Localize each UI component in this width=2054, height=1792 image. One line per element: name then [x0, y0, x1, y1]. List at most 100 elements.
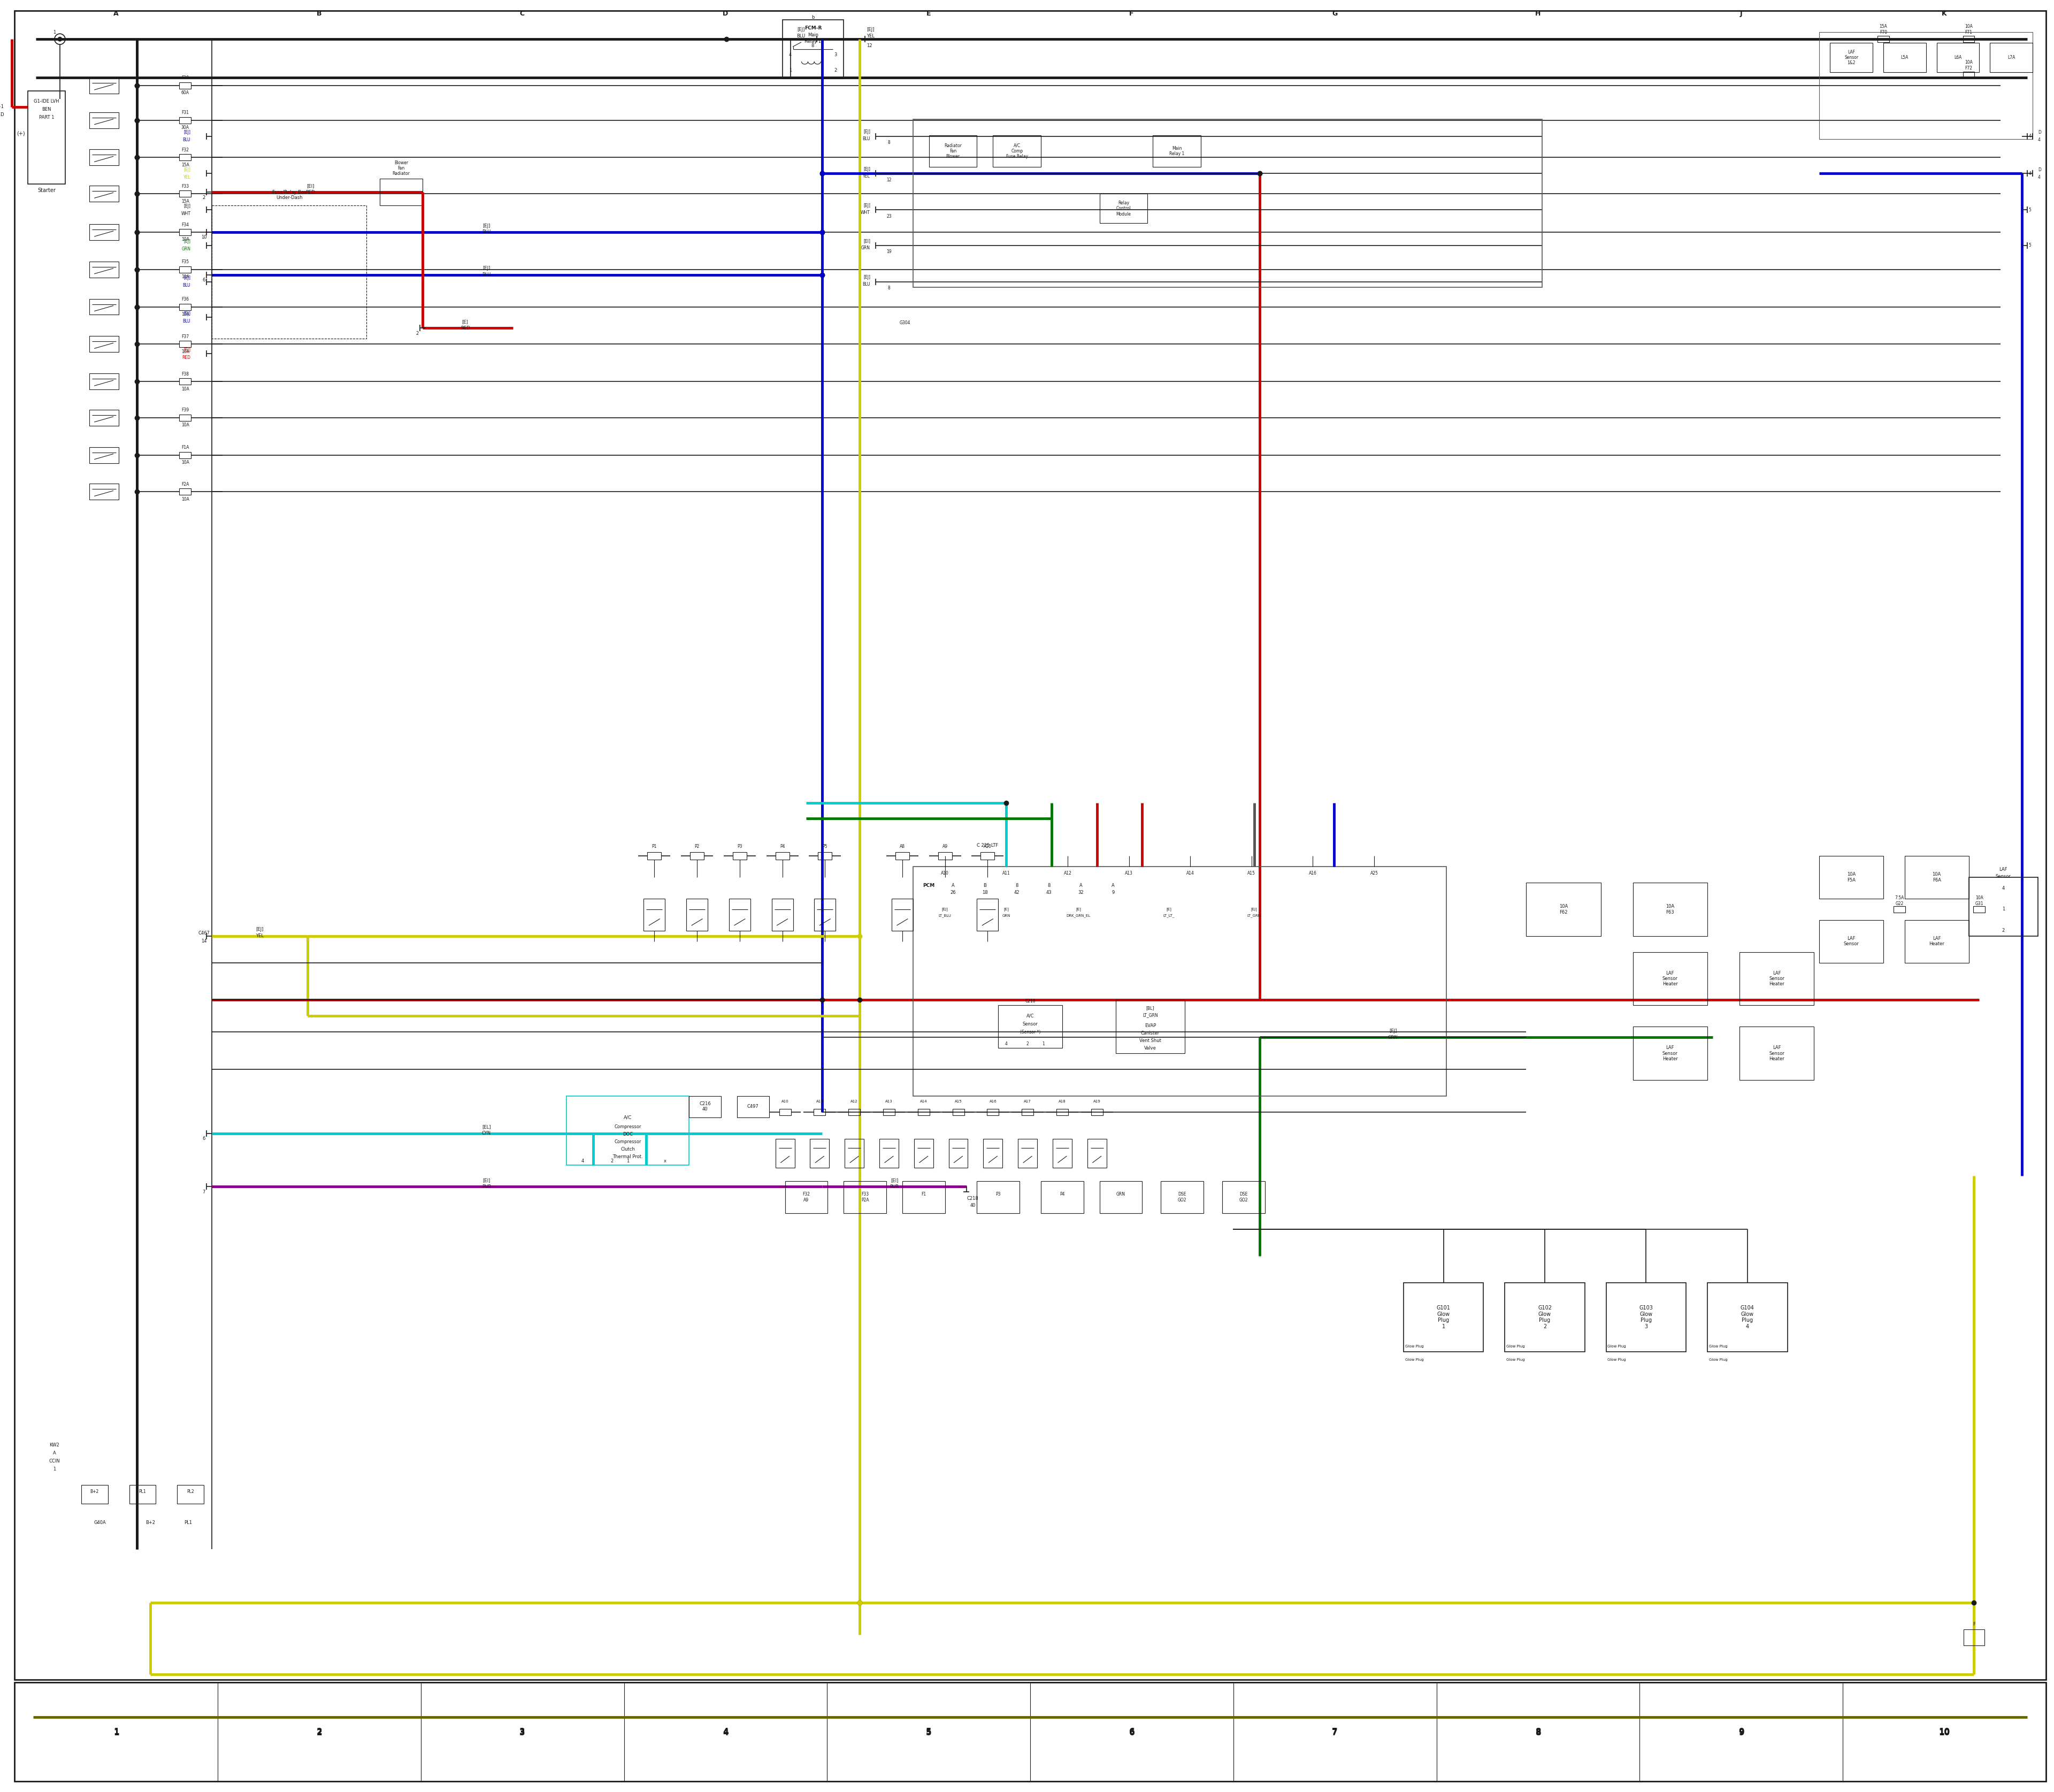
Bar — [179, 229, 191, 235]
Text: LAF: LAF — [1999, 867, 2007, 871]
Bar — [88, 113, 119, 129]
Bar — [1021, 1109, 1033, 1115]
Bar — [733, 853, 746, 860]
Text: 12: 12 — [867, 43, 873, 48]
Text: D: D — [2038, 131, 2042, 134]
Text: A10: A10 — [941, 871, 949, 876]
Text: Glow Plug: Glow Plug — [1709, 1346, 1727, 1348]
Text: J: J — [1740, 11, 1742, 16]
Text: F38: F38 — [181, 371, 189, 376]
Text: A: A — [53, 1452, 55, 1455]
Text: Clutch: Clutch — [620, 1147, 635, 1152]
Text: Radiator: Radiator — [392, 170, 411, 176]
Bar — [817, 853, 832, 860]
Bar — [848, 1109, 861, 1115]
Text: 10: 10 — [1939, 1729, 1949, 1736]
Bar — [1052, 1138, 1072, 1168]
Text: F35: F35 — [181, 260, 189, 265]
Text: 43: 43 — [1045, 891, 1052, 894]
Text: [EJ]: [EJ] — [183, 348, 191, 353]
Text: FCM-R: FCM-R — [805, 25, 822, 30]
Text: 1: 1 — [113, 1729, 119, 1736]
Text: A25: A25 — [1370, 871, 1378, 876]
Text: Glow Plug: Glow Plug — [1608, 1358, 1627, 1362]
Text: PL2: PL2 — [187, 1489, 195, 1500]
Text: 8: 8 — [1015, 883, 1019, 887]
Text: 10A: 10A — [181, 274, 189, 280]
Text: F1A: F1A — [181, 444, 189, 450]
Text: [EJ]: [EJ] — [1389, 1029, 1397, 1034]
Text: K: K — [1941, 11, 1947, 16]
Text: LAF
Sensor
1&2: LAF Sensor 1&2 — [1844, 50, 1859, 66]
Bar — [844, 1138, 865, 1168]
Bar — [1990, 43, 2033, 72]
Text: [EJ]: [EJ] — [183, 131, 191, 134]
Text: 7: 7 — [1333, 1727, 1337, 1736]
Bar — [1740, 1027, 1814, 1081]
Text: Thermal Prot.: Thermal Prot. — [612, 1154, 643, 1159]
Bar — [978, 1181, 1019, 1213]
Bar — [891, 898, 912, 930]
Bar — [380, 179, 423, 206]
Text: RED: RED — [183, 355, 191, 360]
Text: 2: 2 — [203, 195, 205, 201]
Text: A18: A18 — [1058, 1100, 1066, 1102]
Bar — [776, 1138, 795, 1168]
Text: Main
Relay 1: Main Relay 1 — [1169, 145, 1185, 156]
Bar — [912, 867, 1446, 1097]
Bar — [1968, 878, 2038, 935]
Text: 5: 5 — [2029, 244, 2031, 247]
Bar — [809, 1138, 830, 1168]
Bar — [813, 898, 836, 930]
Text: [EJ]: [EJ] — [257, 926, 263, 932]
Text: G304: G304 — [900, 321, 910, 324]
Text: P4: P4 — [781, 844, 785, 849]
Bar — [179, 340, 191, 348]
Text: 18: 18 — [982, 891, 988, 894]
Text: 4: 4 — [723, 1727, 729, 1736]
Text: DOC: DOC — [622, 1133, 633, 1136]
Text: 1: 1 — [1041, 1041, 1045, 1047]
Text: KW2: KW2 — [49, 1443, 60, 1448]
Text: WHT: WHT — [861, 210, 871, 215]
Text: LT_GRN: LT_GRN — [1247, 914, 1261, 918]
Text: YEL: YEL — [863, 174, 871, 179]
Text: A11: A11 — [815, 1100, 824, 1102]
Bar — [1820, 32, 2033, 138]
Text: 4: 4 — [2029, 134, 2031, 138]
Text: GRN: GRN — [1389, 1036, 1399, 1039]
Text: Glow Plug: Glow Plug — [1709, 1358, 1727, 1362]
Bar — [129, 1486, 156, 1503]
Text: PART 1: PART 1 — [39, 115, 53, 120]
Text: Main: Main — [807, 32, 817, 38]
Text: LT_LT_: LT_LT_ — [1163, 914, 1175, 918]
Text: 4: 4 — [789, 52, 791, 57]
Text: A: A — [1080, 883, 1082, 887]
Text: RED: RED — [306, 190, 314, 195]
Bar — [737, 1097, 768, 1116]
Text: 2: 2 — [2003, 928, 2005, 934]
Text: 32: 32 — [1078, 891, 1085, 894]
Text: C: C — [520, 11, 524, 16]
Text: 4: 4 — [2038, 176, 2040, 179]
Bar — [1884, 43, 1927, 72]
Bar — [179, 116, 191, 124]
Text: [EJ]: [EJ] — [183, 276, 191, 280]
Text: PL1: PL1 — [183, 1520, 191, 1525]
Text: P5: P5 — [822, 844, 828, 849]
Bar — [978, 898, 998, 930]
Text: 4: 4 — [2003, 885, 2005, 891]
Text: A14: A14 — [1187, 871, 1193, 876]
Text: H: H — [1534, 11, 1540, 16]
Text: BLU: BLU — [863, 281, 871, 287]
Bar — [1964, 72, 1974, 79]
Bar — [567, 1097, 688, 1165]
Bar — [1740, 952, 1814, 1005]
Bar — [1222, 1181, 1265, 1213]
Text: G102
Glow
Plug
2: G102 Glow Plug 2 — [1538, 1305, 1551, 1330]
Text: [EJ]: [EJ] — [183, 240, 191, 244]
Text: LAF
Heater: LAF Heater — [1929, 935, 1945, 946]
Text: 15A: 15A — [181, 199, 189, 204]
Bar — [928, 134, 978, 167]
Text: L7A: L7A — [2007, 56, 2015, 59]
